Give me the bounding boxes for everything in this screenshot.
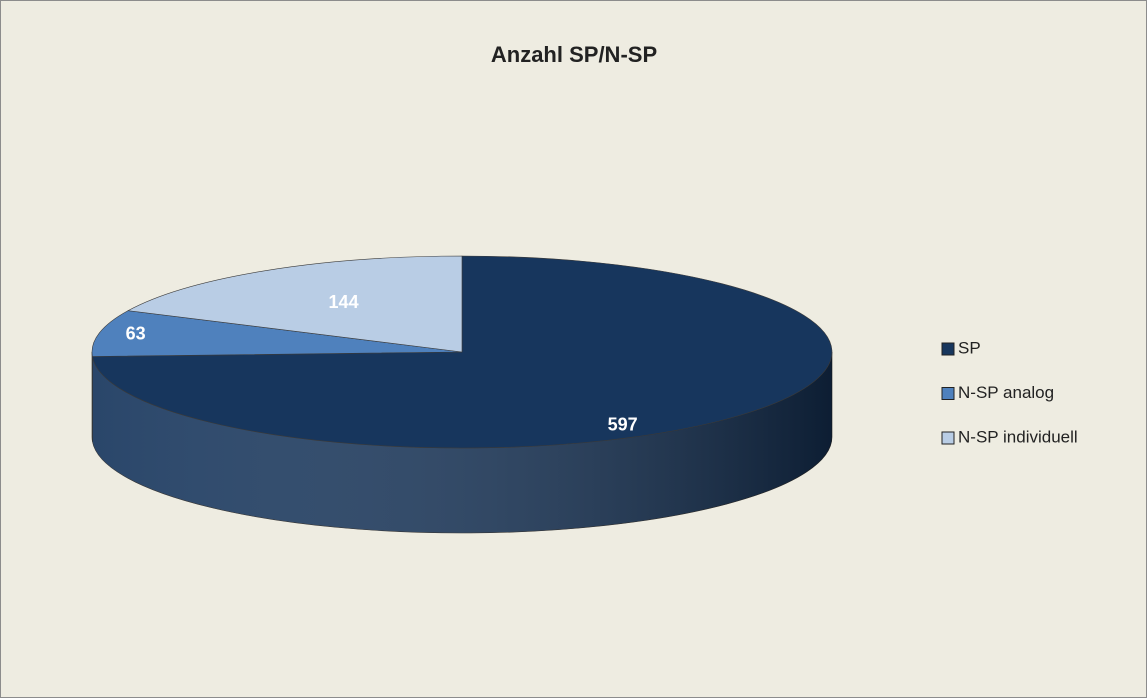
data-label: 63 xyxy=(126,324,146,344)
legend-swatch xyxy=(941,431,955,445)
legend-swatch xyxy=(941,387,955,400)
data-label: 144 xyxy=(329,292,359,312)
legend-label: SP xyxy=(958,338,981,357)
data-label: 597 xyxy=(608,415,638,435)
pie-slice xyxy=(91,310,463,357)
legend-label: N-SP individuell xyxy=(958,427,1078,446)
pie-side-shade xyxy=(92,352,832,533)
legend-label: N-SP analog xyxy=(958,383,1054,402)
chart-title: Anzahl SP/N-SP xyxy=(491,42,657,67)
pie-slice xyxy=(127,255,463,353)
legend-swatch xyxy=(941,342,955,356)
